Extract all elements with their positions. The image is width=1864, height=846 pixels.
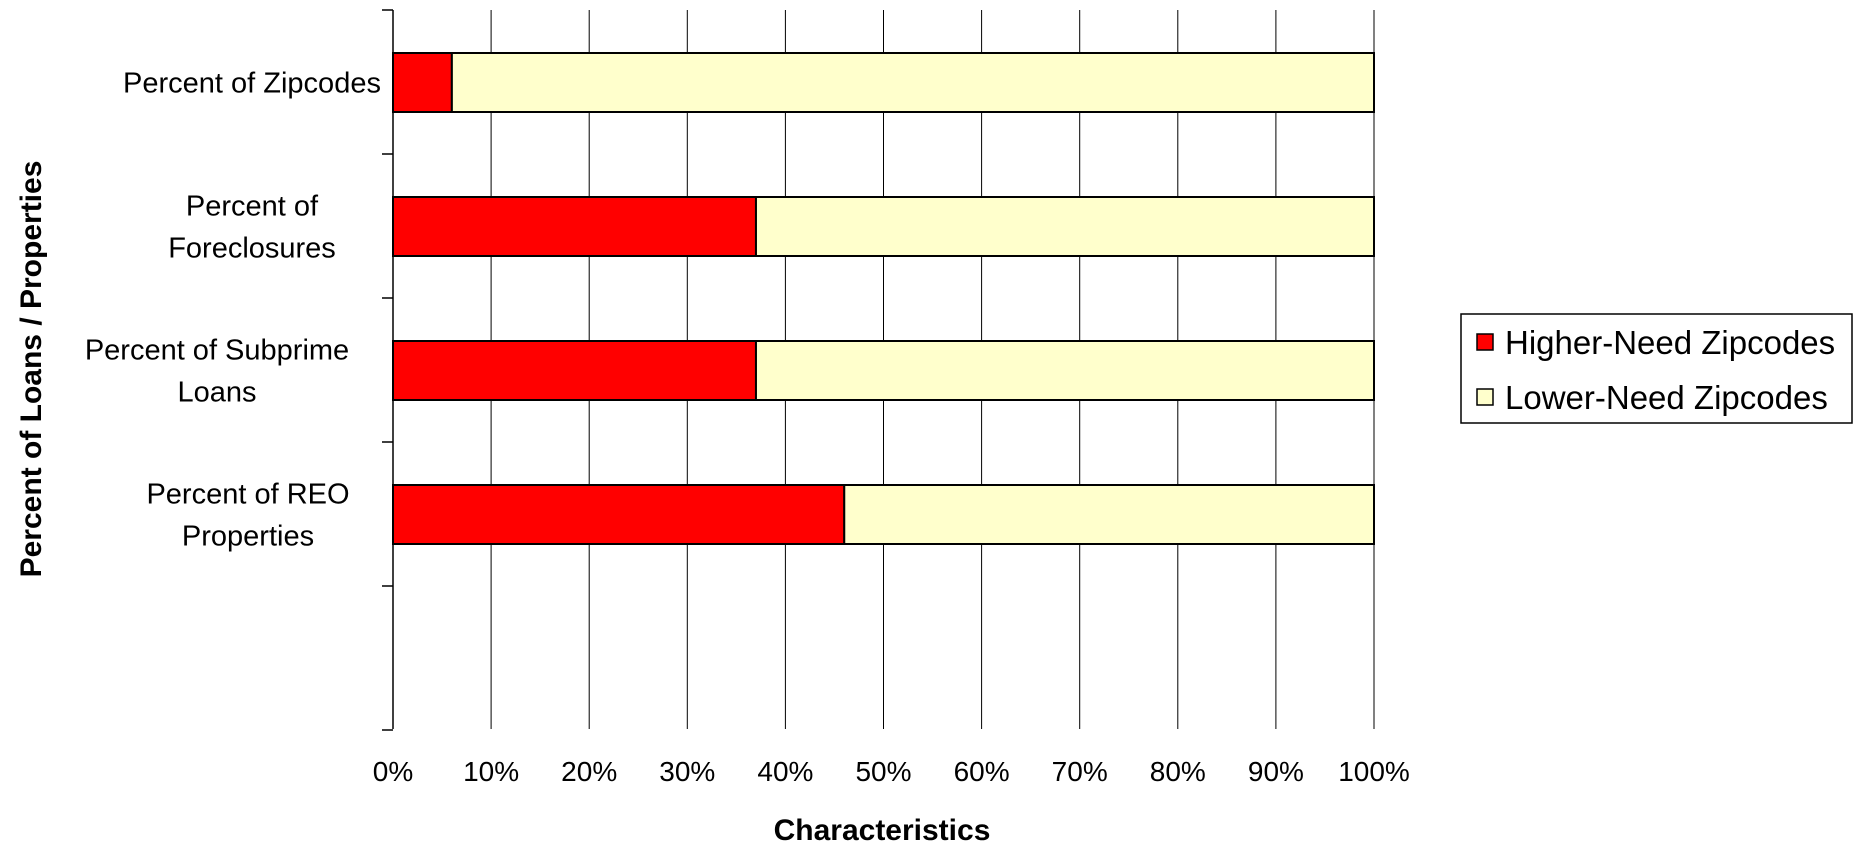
x-tick-label: 30%	[659, 756, 715, 787]
category-label-line: Loans	[177, 377, 256, 409]
bar-segment	[450, 52, 1375, 113]
legend-box	[1460, 313, 1853, 424]
legend-label: Lower-Need Zipcodes	[1505, 379, 1828, 416]
x-tick-label: 60%	[954, 756, 1010, 787]
x-tick-label: 0%	[373, 756, 413, 787]
x-tick-label: 10%	[463, 756, 519, 787]
legend-swatch	[1476, 333, 1494, 351]
category-label-line: Percent of REO	[146, 479, 349, 511]
category-labels: Percent of Zipcodes Percent of Foreclosure…	[85, 68, 381, 553]
category-label-line: Percent of Subprime	[85, 335, 349, 367]
bar-segment	[392, 340, 757, 401]
category-label: Percent of Zipcodes	[123, 68, 381, 100]
x-tick-label: 80%	[1150, 756, 1206, 787]
bar-segment	[392, 484, 846, 545]
legend-label: Higher-Need Zipcodes	[1505, 324, 1835, 361]
legend: Higher-Need Zipcodes Lower-Need Zipcodes	[1460, 313, 1853, 424]
category-label: Percent of REO Properties	[146, 479, 349, 553]
x-tick-labels: 0% 10% 20% 30% 40% 50% 60% 70% 80% 90% 100%	[373, 756, 1410, 787]
bar-segment	[754, 196, 1375, 257]
bar-segment	[843, 484, 1375, 545]
bar-segment	[754, 340, 1375, 401]
x-tick-label: 20%	[561, 756, 617, 787]
bar-segment	[392, 52, 453, 113]
category-label: Percent of Subprime Loans	[85, 335, 349, 409]
category-label: Percent of Foreclosures	[168, 191, 336, 265]
y-axis-title: Percent of Loans / Properties	[15, 161, 48, 578]
x-axis-title: Characteristics	[774, 814, 991, 846]
legend-swatch	[1476, 388, 1494, 406]
x-tick-label: 40%	[757, 756, 813, 787]
category-label-line: Properties	[182, 521, 314, 553]
x-tick-label: 50%	[855, 756, 911, 787]
axes	[382, 9, 394, 731]
category-label-line: Foreclosures	[168, 233, 336, 265]
x-tick-label: 70%	[1052, 756, 1108, 787]
bar-segment	[392, 196, 757, 257]
category-label-line: Percent of	[186, 191, 319, 223]
x-tick-label: 100%	[1338, 756, 1410, 787]
category-label-line: Percent of Zipcodes	[123, 68, 381, 100]
x-tick-label: 90%	[1248, 756, 1304, 787]
